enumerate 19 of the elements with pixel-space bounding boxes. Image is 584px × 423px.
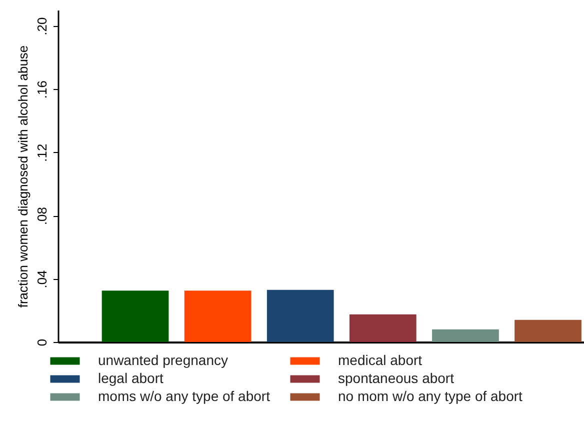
y-tick-label: 0 <box>34 338 50 346</box>
y-tick-label: .12 <box>34 144 50 162</box>
bar <box>432 329 499 342</box>
y-tick-label: .20 <box>34 17 50 36</box>
bar <box>266 290 334 342</box>
bar <box>514 320 582 342</box>
legend-label: spontaneous abort <box>338 370 454 386</box>
bar <box>102 290 169 342</box>
legend-label: legal abort <box>98 370 164 386</box>
legend-label: no mom w/o any type of abort <box>338 388 523 404</box>
legend-label: moms w/o any type of abort <box>98 388 270 404</box>
y-tick-label: .16 <box>34 80 50 99</box>
y-tick-label: .08 <box>34 206 50 226</box>
y-tick-label: .04 <box>34 270 50 288</box>
legend-label: medical abort <box>338 352 422 368</box>
bar <box>184 290 252 342</box>
legend-label: unwanted pregnancy <box>98 352 228 368</box>
bar <box>349 314 416 342</box>
y-axis-title: fraction women diagnosed with alcohol abuse <box>16 45 30 308</box>
